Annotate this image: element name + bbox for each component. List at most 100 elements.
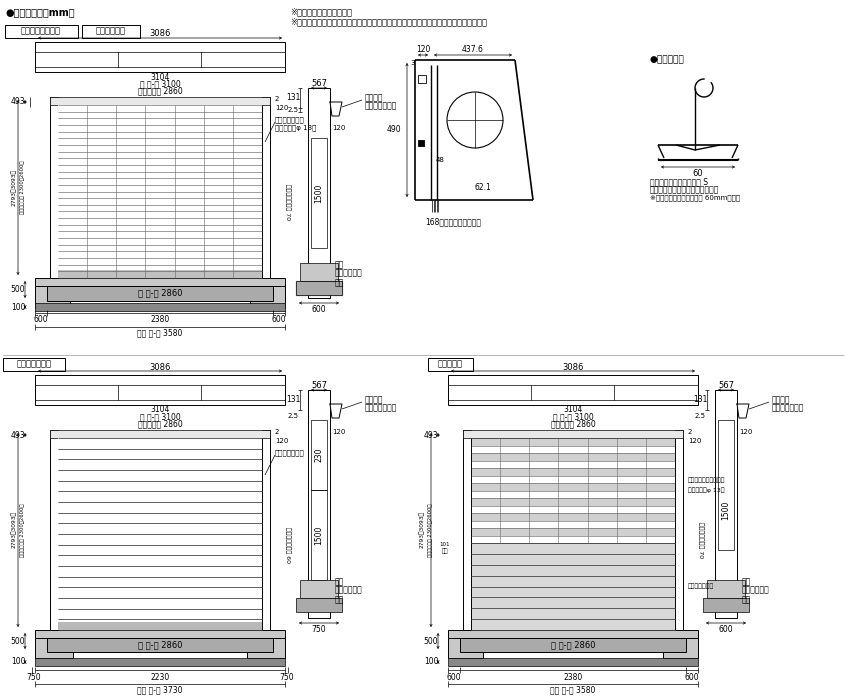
Bar [58,252,262,258]
Text: 120: 120 [275,438,288,444]
Text: 600: 600 [684,672,700,682]
Bar [718,420,734,550]
Bar [262,430,270,630]
Bar [715,390,737,618]
Text: 490: 490 [386,126,401,134]
Text: 2.5: 2.5 [287,413,298,419]
Bar [675,430,683,630]
Bar [428,358,473,371]
Text: 2793　3093、: 2793 3093、 [11,169,17,206]
Text: ※座板幅は全タイプ共通で 60mmです。: ※座板幅は全タイプ共通で 60mmです。 [650,195,740,201]
Text: 600: 600 [719,624,734,633]
Text: 栗石: 栗石 [335,278,344,287]
Text: 有効開口幃 2860: 有効開口幃 2860 [551,419,595,428]
Bar [58,459,262,470]
Text: スラットピッチ 70: スラットピッチ 70 [698,522,704,558]
Text: 基礎: 基礎 [335,261,344,270]
Text: 500: 500 [11,285,25,294]
Text: 600: 600 [312,305,326,313]
Bar [418,75,426,83]
Bar [58,598,262,609]
Bar [448,375,698,405]
Bar [471,528,675,535]
Polygon shape [330,102,342,116]
Bar [471,498,675,505]
Text: 柱 内-内 2860: 柱 内-内 2860 [551,640,595,649]
Text: 柱 外-外 3100: 柱 外-外 3100 [140,412,180,421]
Text: 3104: 3104 [150,73,169,82]
Text: 3086: 3086 [149,29,171,38]
Bar [35,375,285,405]
Text: 750: 750 [312,624,326,633]
Text: 手動切替: 手動切替 [772,396,790,405]
Text: 120: 120 [275,105,288,111]
Text: 493: 493 [424,431,438,440]
Bar [463,430,683,438]
Bar [35,630,285,638]
Text: 493: 493 [11,431,25,440]
Bar [35,638,73,658]
Text: 基礎 外-外 3580: 基礎 外-外 3580 [551,686,595,695]
Bar [471,483,675,491]
Bar [663,638,698,658]
Text: 101
目地: 101 目地 [440,542,451,554]
Bar [296,281,342,295]
Text: 500: 500 [424,637,438,647]
Text: 131: 131 [693,396,707,405]
Bar [308,390,330,618]
Text: 100: 100 [424,658,438,667]
Bar [58,438,262,630]
Text: 柱 内-内 2860: 柱 内-内 2860 [138,289,182,298]
Bar [262,97,270,278]
Polygon shape [296,281,342,295]
Text: 有効開口高さ 2300　2600、: 有効開口高さ 2300 2600、 [19,161,25,215]
Bar [308,88,330,298]
Text: 437.6: 437.6 [462,45,484,55]
Text: 120: 120 [739,429,752,435]
Bar [460,638,686,652]
Bar [300,580,338,598]
Bar [448,658,698,666]
Text: 3: 3 [410,60,414,66]
Bar [463,430,471,630]
Bar [47,286,273,301]
Bar [471,608,675,619]
Text: 2793　3093、: 2793 3093、 [419,512,425,549]
Text: 600: 600 [34,315,48,324]
Text: クラッチカバー: クラッチカバー [365,101,397,110]
Bar [448,630,698,638]
Text: アルミスラット: アルミスラット [688,584,714,589]
Text: 62.1: 62.1 [474,184,491,192]
Bar [58,238,262,245]
Text: 柱 内-内 2860: 柱 内-内 2860 [138,640,182,649]
Text: 567: 567 [311,380,327,389]
Text: クラッチカバー: クラッチカバー [772,403,805,412]
Text: 120: 120 [416,45,430,55]
Bar [58,185,262,192]
Bar [58,171,262,178]
Bar [311,490,327,580]
Text: 750: 750 [280,672,294,682]
Text: ●座板寸法図: ●座板寸法図 [650,55,684,64]
Bar [471,453,675,461]
Text: 1500: 1500 [314,183,324,203]
Text: 1500: 1500 [722,500,730,519]
Bar [58,212,262,218]
Text: 2.5: 2.5 [695,413,706,419]
Text: パイプスラット: パイプスラット [275,117,305,123]
Bar [58,158,262,165]
Bar [50,430,58,630]
Text: 手動切替: 手動切替 [365,94,384,103]
Bar [58,105,262,278]
Text: 有効開口高さ 2300　2600、: 有効開口高さ 2300 2600、 [428,503,433,556]
Text: 567: 567 [718,380,734,389]
Text: 2: 2 [275,429,280,435]
Text: アルミスラット: アルミスラット [275,449,305,456]
Bar [58,534,262,545]
Text: 500: 500 [11,637,25,647]
Bar [58,270,262,278]
Text: 48: 48 [435,157,445,163]
Bar [471,438,675,445]
Text: 有効開口高さ 2300　2600、: 有効開口高さ 2300 2600、 [19,503,25,556]
Text: アルミスラット: アルミスラット [16,359,52,368]
